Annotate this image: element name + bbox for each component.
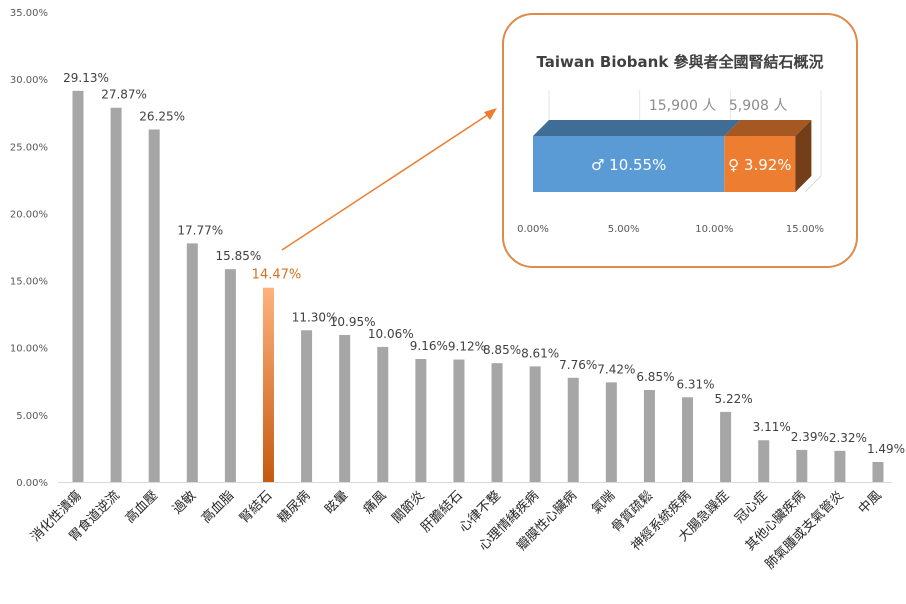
data-label: 3.11% [753, 420, 791, 434]
y-tick-label: 35.00% [10, 8, 48, 19]
inset-bar-segment [724, 136, 796, 192]
category-label: 過敏 [170, 488, 199, 517]
bar [415, 358, 427, 482]
category-label: 氣喘 [588, 488, 618, 518]
data-label: 7.42% [597, 362, 635, 376]
callout-arrow [281, 108, 497, 251]
inset-bar-side [795, 120, 812, 192]
bar [148, 129, 160, 482]
inset-chart: 0.00% 5.00% 10.00% 15.00% ♂ 10.55% 15,900 人 ♀ … [517, 90, 824, 235]
inset-count-label: 15,900 人 [649, 98, 716, 114]
y-axis: 0.00% 5.00% 10.00% 15.00% 20.00% 25.00% 30.00%… [10, 8, 892, 489]
bar [301, 330, 313, 482]
inset-value-label: ♀ 3.92% [728, 156, 791, 174]
bar [72, 90, 84, 482]
category-label: 中風 [856, 488, 885, 517]
data-labels: 29.13% 27.87% 26.25% 17.77% 15.85% 14.47% 11.3… [63, 71, 905, 456]
data-label: 15.85% [215, 249, 261, 263]
data-label: 27.87% [101, 88, 147, 102]
bar [643, 390, 655, 482]
data-label: 11.30% [292, 310, 338, 324]
inset-value-label: ♂ 10.55% [591, 156, 666, 174]
bar [491, 363, 503, 482]
data-label: 8.85% [483, 343, 521, 357]
y-tick-label: 0.00% [16, 478, 48, 489]
data-label: 10.06% [368, 327, 414, 341]
data-label: 29.13% [63, 71, 109, 85]
inset-x-tick-label: 15.00% [786, 224, 824, 235]
y-tick-label: 15.00% [10, 277, 48, 288]
inset-gridline [804, 175, 822, 193]
inset-count-label: 5,908 人 [729, 98, 788, 114]
data-label: 5.22% [715, 392, 753, 406]
inset-bar-segment [533, 136, 725, 192]
bar [453, 359, 465, 482]
data-label: 2.32% [829, 431, 867, 445]
bar [872, 461, 884, 482]
bar [110, 107, 122, 482]
y-tick-label: 5.00% [16, 411, 48, 422]
bar [720, 411, 732, 482]
bar [339, 334, 351, 482]
bar [834, 450, 846, 482]
category-label: 糖尿病 [274, 488, 313, 527]
data-label: 6.85% [636, 370, 674, 384]
data-label: 14.47% [252, 268, 302, 283]
inset-x-tick-label: 5.00% [608, 224, 640, 235]
data-label: 26.25% [139, 110, 185, 124]
bar [758, 440, 770, 482]
bar [567, 377, 579, 482]
data-label: 10.95% [330, 315, 376, 329]
data-label: 9.16% [410, 339, 448, 353]
bar [529, 366, 541, 482]
y-tick-label: 10.00% [10, 344, 48, 355]
category-label: 痛風 [360, 488, 390, 518]
bars [72, 90, 884, 482]
inset-title: Taiwan Biobank 參與者全國腎結石概況 [536, 53, 823, 71]
y-tick-label: 20.00% [10, 209, 48, 220]
category-label: 高血脂 [198, 488, 237, 527]
inset-x-tick-label: 10.00% [695, 224, 733, 235]
data-label: 6.31% [676, 377, 714, 391]
category-label: 眩暈 [322, 488, 352, 518]
inset-bar-top [724, 120, 812, 136]
data-label: 2.39% [791, 430, 829, 444]
data-label: 1.49% [867, 442, 905, 456]
y-tick-label: 30.00% [10, 75, 48, 86]
category-label: 高血壓 [122, 488, 161, 527]
category-label: 腎結石 [237, 488, 275, 526]
inset-panel: Taiwan Biobank 參與者全國腎結石概況 0.00% 5.00% 10.0… [502, 13, 858, 268]
data-label: 17.77% [177, 223, 223, 237]
data-label: 9.12% [448, 340, 486, 354]
inset-x-tick-label: 0.00% [517, 224, 549, 235]
bar-highlight [262, 287, 274, 482]
bar [682, 397, 694, 482]
bar [605, 382, 617, 482]
y-tick-label: 25.00% [10, 142, 48, 153]
data-label: 7.76% [559, 358, 597, 372]
inset-bar-top [533, 120, 741, 136]
data-label: 8.61% [521, 346, 559, 360]
bar [796, 449, 808, 482]
bar [186, 243, 198, 482]
bar [377, 346, 389, 482]
bar [224, 269, 236, 482]
